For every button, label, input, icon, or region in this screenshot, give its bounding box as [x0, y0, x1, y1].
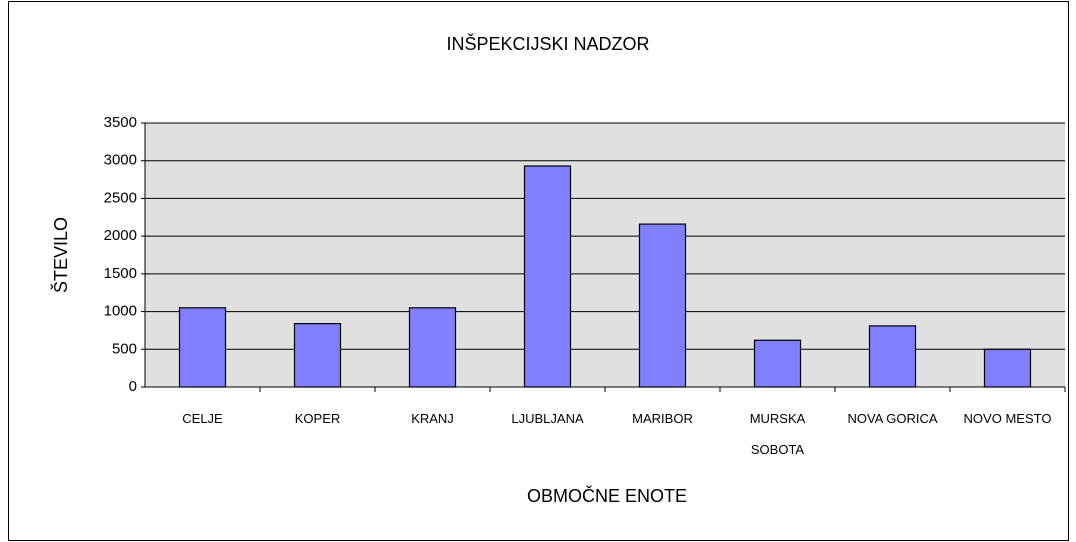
x-tick-label: LJUBLJANA [511, 411, 584, 426]
bar [408, 307, 457, 388]
bar [753, 339, 802, 388]
plot-area [145, 123, 1065, 387]
bar [868, 325, 917, 388]
y-tick-label: 2500 [104, 189, 137, 206]
x-tick-label: MURSKA SOBOTA [749, 411, 806, 457]
x-tick-label: KOPER [294, 411, 341, 426]
y-tick-label: 1000 [104, 303, 137, 320]
x-tick-label: MARIBOR [632, 411, 693, 426]
x-tick-label: NOVO MESTO [963, 411, 1052, 426]
y-tick-label: 0 [129, 378, 137, 395]
bar [983, 348, 1032, 388]
y-tick-label: 3500 [104, 114, 137, 131]
x-tick-label: KRANJ [411, 411, 454, 426]
y-tick-label: 2000 [104, 227, 137, 244]
y-tick-label: 1500 [104, 265, 137, 282]
x-axis-title: OBMOČNE ENOTE [527, 485, 687, 506]
bar [293, 323, 342, 388]
bar [178, 307, 227, 388]
y-tick-label: 500 [112, 340, 137, 357]
bar [523, 165, 572, 388]
bar [638, 223, 687, 388]
chart-title: INŠPEKCIJSKI NADZOR [446, 33, 649, 54]
y-tick-label: 3000 [104, 152, 137, 169]
x-tick-label: CELJE [182, 411, 223, 426]
y-axis-title: ŠTEVILO [50, 217, 71, 293]
x-tick-label: NOVA GORICA [847, 411, 938, 426]
